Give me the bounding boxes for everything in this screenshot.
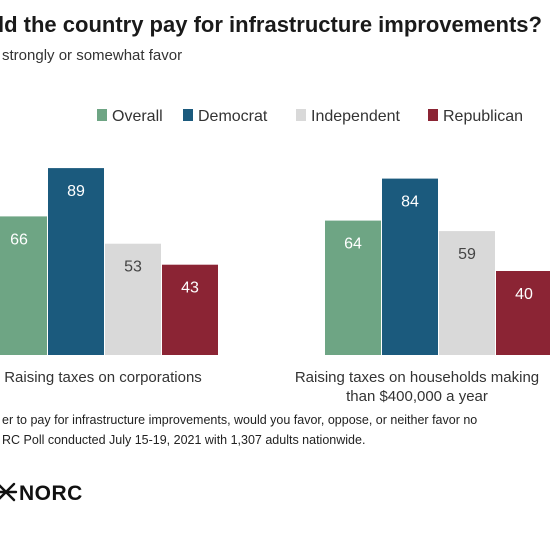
category-labels: Raising taxes on corporations Raising tax… xyxy=(4,369,539,405)
legend-swatch-independent xyxy=(296,109,306,121)
note-line-2: RC Poll conducted July 15-19, 2021 with … xyxy=(2,433,365,447)
data-label-overall-1: 66 xyxy=(10,231,28,248)
legend-label-overall: Overall xyxy=(112,108,163,125)
data-label-democrat-2: 84 xyxy=(401,194,419,211)
bar-overall-2 xyxy=(325,220,381,355)
category-label-1: Raising taxes on corporations xyxy=(4,369,202,386)
legend-swatch-overall xyxy=(97,109,107,121)
legend-label-republican: Republican xyxy=(443,108,523,125)
bar-independent-2 xyxy=(439,231,495,355)
data-label-independent-2: 59 xyxy=(458,246,476,263)
logo-text: NORC xyxy=(19,482,83,505)
bar-independent-1 xyxy=(105,243,161,355)
data-label-overall-2: 64 xyxy=(344,236,362,253)
bar-democrat-2 xyxy=(382,178,438,355)
data-label-republican-1: 43 xyxy=(181,280,199,297)
bar-overall-1 xyxy=(0,216,47,355)
chart-title: ld the country pay for infrastructure im… xyxy=(0,12,542,37)
norc-logo: NORC xyxy=(0,482,83,505)
bar-democrat-1 xyxy=(48,168,104,355)
category-label-2-line-1: Raising taxes on households making xyxy=(295,369,539,386)
bars: 66 64 89 84 53 59 43 40 xyxy=(0,168,550,355)
data-label-independent-1: 53 xyxy=(124,259,142,276)
legend-swatch-democrat xyxy=(183,109,193,121)
bar-republican-1 xyxy=(162,264,218,355)
data-label-republican-2: 40 xyxy=(515,286,533,303)
norc-asterisk-icon xyxy=(0,482,18,502)
note-line-1: er to pay for infrastructure improvement… xyxy=(2,413,477,427)
data-label-democrat-1: 89 xyxy=(67,183,85,200)
legend: Overall Democrat Independent Republican xyxy=(97,108,523,125)
legend-label-independent: Independent xyxy=(311,108,401,125)
legend-swatch-republican xyxy=(428,109,438,121)
category-label-2-line-2: than $400,000 a year xyxy=(346,388,488,405)
legend-label-democrat: Democrat xyxy=(198,108,268,125)
chart-subtitle: strongly or somewhat favor xyxy=(2,47,182,64)
bar-republican-2 xyxy=(496,271,550,355)
